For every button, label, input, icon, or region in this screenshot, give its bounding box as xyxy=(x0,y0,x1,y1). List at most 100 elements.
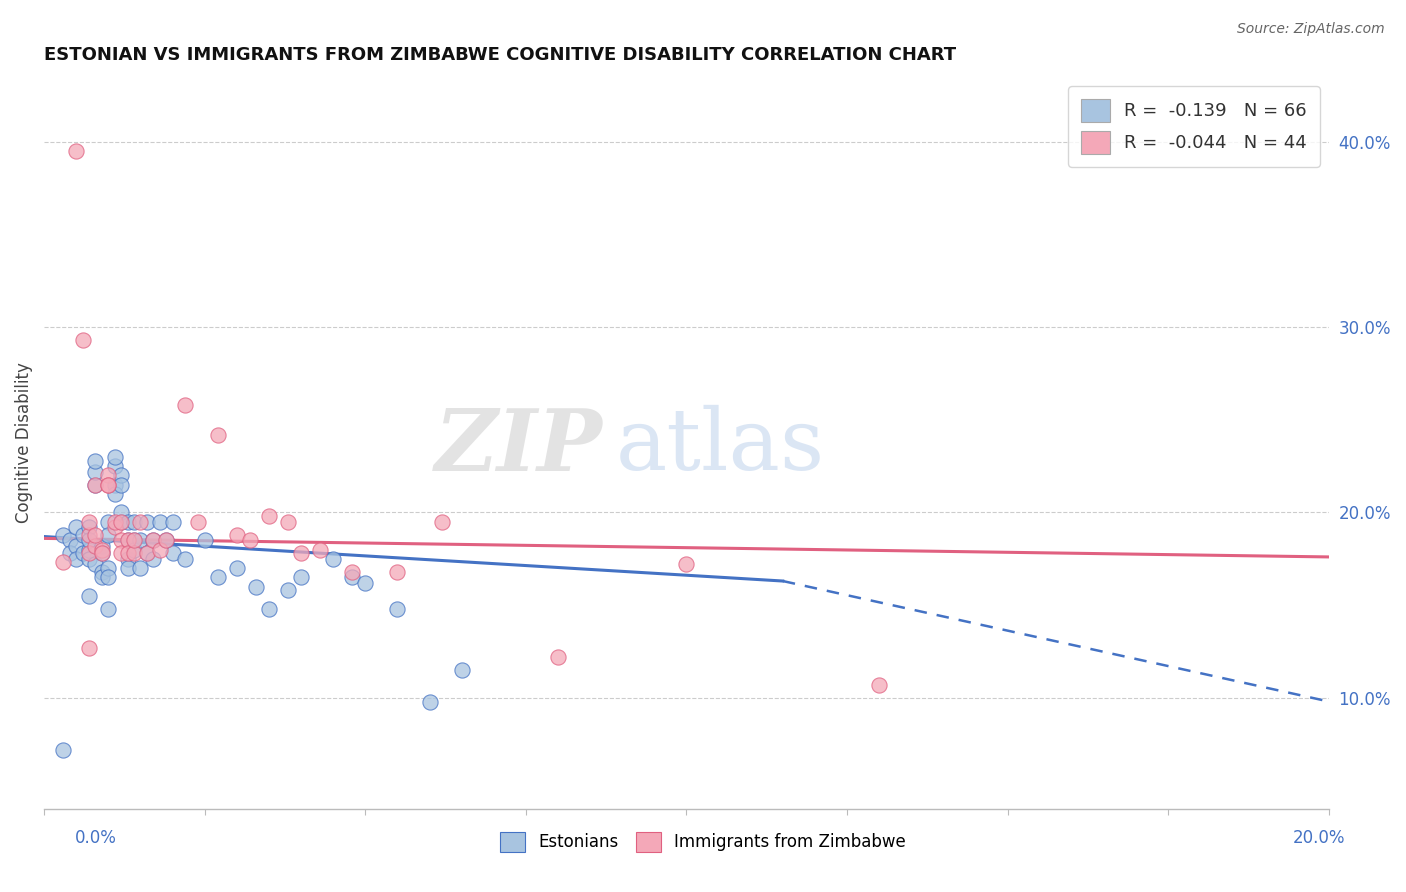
Point xyxy=(322,551,344,566)
Point xyxy=(225,561,247,575)
Y-axis label: Cognitive Disability: Cognitive Disability xyxy=(15,362,32,524)
Point xyxy=(97,561,120,575)
Point xyxy=(117,533,139,548)
Point xyxy=(868,678,890,692)
Point xyxy=(110,468,132,483)
Point xyxy=(162,546,184,560)
Point xyxy=(65,551,87,566)
Point xyxy=(65,144,87,158)
Text: ESTONIAN VS IMMIGRANTS FROM ZIMBABWE COGNITIVE DISABILITY CORRELATION CHART: ESTONIAN VS IMMIGRANTS FROM ZIMBABWE COG… xyxy=(44,46,956,64)
Point xyxy=(72,333,94,347)
Point xyxy=(174,551,197,566)
Point xyxy=(162,515,184,529)
Point xyxy=(309,542,332,557)
Point xyxy=(110,533,132,548)
Point xyxy=(187,515,209,529)
Point xyxy=(110,515,132,529)
Point xyxy=(122,542,145,557)
Text: 0.0%: 0.0% xyxy=(75,829,117,847)
Point xyxy=(110,505,132,519)
Point xyxy=(135,546,157,560)
Point xyxy=(59,546,82,560)
Point xyxy=(104,450,127,464)
Point xyxy=(77,533,100,548)
Point xyxy=(155,533,177,548)
Point xyxy=(72,527,94,541)
Point xyxy=(90,565,112,579)
Point xyxy=(135,546,157,560)
Point xyxy=(84,527,107,541)
Point xyxy=(110,546,132,560)
Point xyxy=(110,477,132,491)
Legend: R =  -0.139   N = 66, R =  -0.044   N = 44: R = -0.139 N = 66, R = -0.044 N = 44 xyxy=(1069,86,1320,167)
Point xyxy=(77,527,100,541)
Point xyxy=(122,533,145,548)
Point xyxy=(239,533,262,548)
Text: atlas: atlas xyxy=(616,405,825,488)
Point xyxy=(104,477,127,491)
Point xyxy=(290,570,312,584)
Point xyxy=(257,602,280,616)
Point xyxy=(277,583,299,598)
Point xyxy=(129,515,152,529)
Point xyxy=(52,527,75,541)
Point xyxy=(84,558,107,572)
Point xyxy=(97,477,120,491)
Point xyxy=(84,477,107,491)
Point xyxy=(122,533,145,548)
Point xyxy=(547,650,569,665)
Point xyxy=(675,558,697,572)
Point xyxy=(418,694,440,708)
Point xyxy=(117,551,139,566)
Point xyxy=(342,570,364,584)
Point xyxy=(97,468,120,483)
Point xyxy=(257,509,280,524)
Point xyxy=(207,427,229,442)
Point xyxy=(77,589,100,603)
Text: Source: ZipAtlas.com: Source: ZipAtlas.com xyxy=(1237,22,1385,37)
Point xyxy=(77,546,100,560)
Point xyxy=(142,551,165,566)
Point xyxy=(52,742,75,756)
Point xyxy=(90,570,112,584)
Point xyxy=(117,515,139,529)
Point xyxy=(450,663,472,677)
Point xyxy=(97,477,120,491)
Point xyxy=(207,570,229,584)
Point xyxy=(65,520,87,534)
Point xyxy=(84,453,107,467)
Point xyxy=(129,561,152,575)
Point xyxy=(84,465,107,479)
Point xyxy=(142,533,165,548)
Point xyxy=(104,459,127,474)
Point xyxy=(84,539,107,553)
Point xyxy=(387,565,409,579)
Point xyxy=(90,539,112,553)
Text: 20.0%: 20.0% xyxy=(1292,829,1346,847)
Point xyxy=(77,542,100,557)
Point xyxy=(117,561,139,575)
Point xyxy=(97,570,120,584)
Point xyxy=(149,542,172,557)
Point xyxy=(97,527,120,541)
Point xyxy=(117,533,139,548)
Point xyxy=(65,539,87,553)
Point xyxy=(110,515,132,529)
Point xyxy=(387,602,409,616)
Point xyxy=(142,533,165,548)
Point xyxy=(194,533,217,548)
Point xyxy=(72,546,94,560)
Point xyxy=(90,546,112,560)
Point xyxy=(277,515,299,529)
Point xyxy=(155,533,177,548)
Point xyxy=(52,556,75,570)
Text: ZIP: ZIP xyxy=(434,405,603,488)
Point xyxy=(84,477,107,491)
Point xyxy=(122,515,145,529)
Point xyxy=(290,546,312,560)
Point xyxy=(104,487,127,501)
Point xyxy=(97,602,120,616)
Point xyxy=(104,515,127,529)
Point xyxy=(77,551,100,566)
Point xyxy=(122,546,145,560)
